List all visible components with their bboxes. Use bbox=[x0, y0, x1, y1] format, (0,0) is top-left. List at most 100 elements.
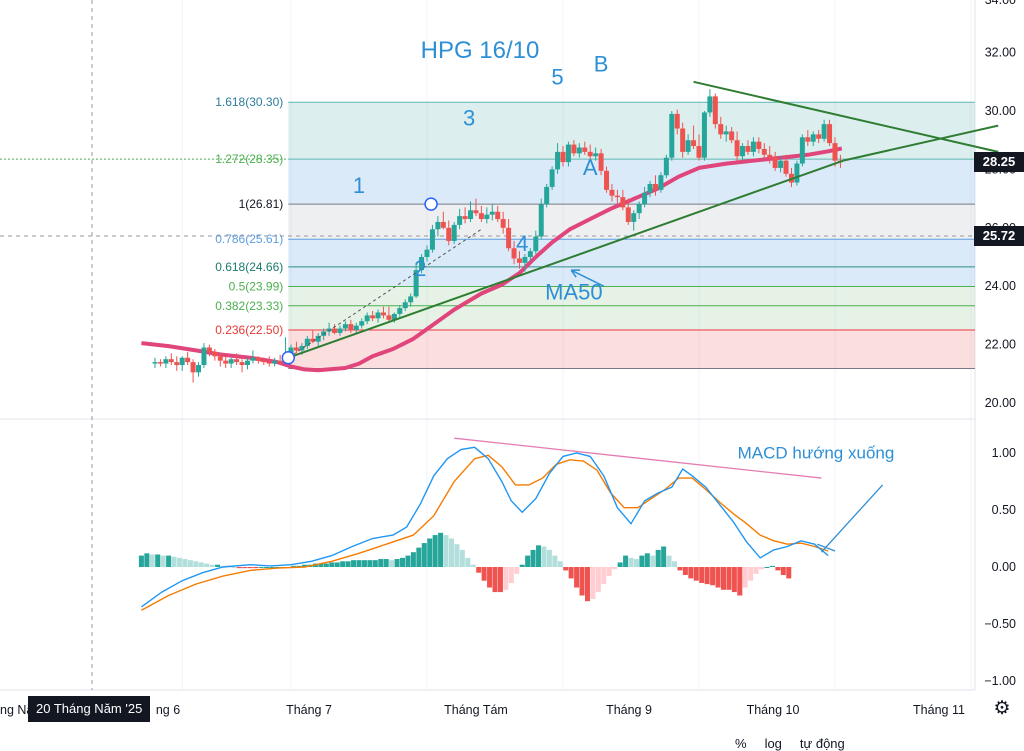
macd-histogram-bar bbox=[568, 567, 574, 579]
macd-histogram-bar bbox=[775, 567, 781, 571]
candle-body bbox=[527, 251, 533, 257]
candle-body bbox=[223, 360, 229, 364]
macd-histogram-bar bbox=[628, 557, 634, 567]
crosshair-time-label: 20 Tháng Năm '25 bbox=[28, 696, 151, 722]
macd-histogram-bar bbox=[204, 563, 210, 567]
macd-histogram-bar bbox=[367, 560, 373, 567]
candle bbox=[424, 245, 430, 262]
macd-histogram-bar bbox=[166, 555, 172, 567]
macd-histogram-bar bbox=[405, 555, 411, 567]
wave-label: A bbox=[583, 155, 598, 180]
macd-histogram-bar bbox=[606, 567, 612, 577]
candle-body bbox=[380, 312, 386, 316]
candle-body bbox=[342, 324, 348, 329]
macd-histogram-bar bbox=[361, 560, 367, 567]
macd-histogram-bar bbox=[394, 559, 400, 567]
candle-body bbox=[168, 359, 174, 363]
candle-body bbox=[685, 140, 691, 152]
time-tick-label: Tháng 9 bbox=[606, 703, 652, 717]
candle bbox=[799, 134, 805, 167]
candle-body bbox=[451, 224, 457, 241]
candle bbox=[206, 344, 212, 357]
candle-body bbox=[185, 357, 191, 363]
macd-histogram-bar bbox=[427, 538, 433, 567]
macd-histogram-bar bbox=[617, 562, 623, 567]
macd-histogram-bar bbox=[525, 555, 531, 567]
candle-body bbox=[277, 360, 283, 363]
gear-icon[interactable]: ⚙ bbox=[993, 698, 1011, 719]
candle bbox=[359, 318, 365, 329]
macd-histogram-bar bbox=[209, 564, 215, 567]
candle-body bbox=[244, 360, 250, 366]
candle-body bbox=[707, 96, 713, 113]
macd-histogram-bar bbox=[198, 562, 204, 567]
projection-anchor-end bbox=[424, 197, 438, 211]
price-tick-label: 32.00 bbox=[985, 46, 1016, 60]
macd-histogram-bar bbox=[639, 555, 645, 567]
candle bbox=[761, 143, 767, 160]
candle-body bbox=[827, 124, 833, 144]
candle-body bbox=[478, 213, 484, 220]
candle bbox=[157, 359, 163, 367]
macd-histogram-bar bbox=[176, 557, 182, 567]
candle bbox=[549, 166, 555, 190]
candle-body bbox=[234, 359, 240, 363]
macd-histogram-bar bbox=[182, 559, 188, 567]
fib-level-label: 0.786(25.61) bbox=[215, 232, 283, 246]
candle-body bbox=[783, 160, 789, 174]
candle-body bbox=[533, 236, 539, 252]
candle-body bbox=[174, 362, 180, 366]
candle-body bbox=[315, 335, 321, 342]
candle-body bbox=[734, 140, 740, 157]
candle bbox=[228, 357, 234, 368]
candle bbox=[370, 311, 376, 322]
macd-histogram-bar bbox=[302, 564, 308, 567]
macd-histogram-bar bbox=[786, 567, 792, 579]
macd-histogram-bar bbox=[672, 561, 678, 567]
macd-histogram-bar bbox=[720, 567, 726, 590]
macd-histogram-bar bbox=[269, 567, 275, 568]
macd-histogram-bar bbox=[557, 561, 563, 567]
candle bbox=[658, 172, 664, 193]
macd-tick-label: 1.00 bbox=[992, 446, 1016, 460]
candle-body bbox=[462, 216, 468, 220]
macd-histogram-bar bbox=[378, 559, 384, 567]
macd-histogram-bar bbox=[715, 567, 721, 588]
fib-zone bbox=[288, 330, 975, 369]
macd-histogram-bar bbox=[340, 561, 346, 567]
wave-label: 4 bbox=[516, 231, 528, 256]
macd-histogram-bar bbox=[356, 560, 362, 567]
candle bbox=[397, 305, 403, 317]
fibonacci-retracement: 1.618(30.30)1.272(28.35)1(26.81)0.786(25… bbox=[0, 95, 975, 370]
macd-divergence-line bbox=[454, 437, 822, 479]
candle-body bbox=[206, 347, 212, 352]
candle-body bbox=[767, 154, 773, 158]
candle bbox=[674, 109, 680, 135]
macd-histogram-bar bbox=[443, 535, 449, 567]
macd-histogram-bar bbox=[253, 567, 259, 569]
resistance-trendline bbox=[693, 80, 999, 153]
macd-tick-label: −1.00 bbox=[984, 674, 1016, 688]
macd-signal-line bbox=[141, 454, 829, 611]
candle bbox=[272, 357, 278, 367]
trendlines bbox=[281, 80, 999, 365]
candle bbox=[821, 119, 827, 142]
candle-body bbox=[212, 351, 218, 357]
macd-histogram-bar bbox=[389, 560, 395, 567]
candle bbox=[729, 127, 735, 144]
candle-body bbox=[642, 192, 648, 205]
candle bbox=[587, 144, 593, 160]
candle bbox=[163, 356, 169, 368]
candle-body bbox=[375, 312, 381, 319]
macd-histogram-bar bbox=[487, 567, 493, 588]
macd-histogram-bar bbox=[432, 535, 438, 567]
candle bbox=[489, 204, 495, 221]
candle bbox=[212, 348, 218, 361]
candle-body bbox=[299, 346, 305, 351]
candle-body bbox=[397, 308, 403, 314]
macd-histogram-bar bbox=[242, 567, 248, 569]
macd-histogram-bar bbox=[753, 567, 759, 574]
candle bbox=[750, 137, 756, 157]
ma50-line bbox=[141, 146, 843, 373]
